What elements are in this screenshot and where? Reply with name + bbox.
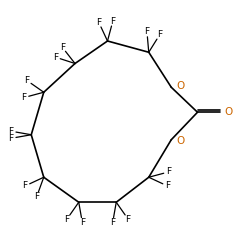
Text: F: F bbox=[96, 18, 102, 27]
Text: O: O bbox=[224, 107, 233, 117]
Text: F: F bbox=[22, 93, 26, 102]
Text: F: F bbox=[60, 43, 65, 52]
Text: F: F bbox=[110, 218, 115, 227]
Text: F: F bbox=[8, 127, 14, 136]
Text: F: F bbox=[110, 17, 115, 26]
Text: F: F bbox=[144, 27, 150, 36]
Text: F: F bbox=[34, 192, 39, 201]
Text: F: F bbox=[64, 214, 70, 224]
Text: F: F bbox=[22, 181, 28, 191]
Text: F: F bbox=[24, 76, 29, 85]
Text: F: F bbox=[53, 53, 58, 62]
Text: F: F bbox=[80, 218, 85, 227]
Text: F: F bbox=[8, 134, 14, 143]
Text: F: F bbox=[166, 167, 171, 176]
Text: F: F bbox=[157, 30, 162, 39]
Text: O: O bbox=[177, 81, 185, 91]
Text: F: F bbox=[126, 214, 130, 224]
Text: O: O bbox=[177, 136, 185, 146]
Text: F: F bbox=[165, 181, 170, 191]
